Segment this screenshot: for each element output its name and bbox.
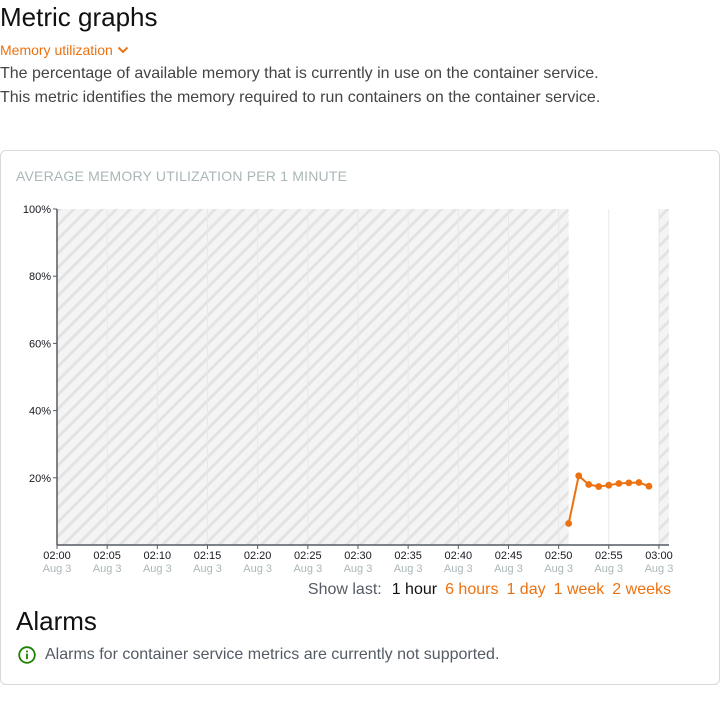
range-option-1-week[interactable]: 1 week [553, 581, 605, 598]
x-tick-date-label: Aug 3 [544, 563, 573, 575]
info-icon [18, 646, 36, 664]
alarms-message: Alarms for container service metrics are… [45, 646, 500, 663]
x-tick-date-label: Aug 3 [645, 563, 674, 575]
chart-title: AVERAGE MEMORY UTILIZATION PER 1 MINUTE [16, 168, 348, 184]
data-point [605, 481, 613, 489]
range-option-6-hours[interactable]: 6 hours [445, 581, 499, 598]
y-tick-label: 100% [23, 204, 51, 216]
no-data-region [658, 209, 669, 545]
x-tick-date-label: Aug 3 [344, 563, 373, 575]
x-tick-date-label: Aug 3 [43, 563, 72, 575]
data-point [625, 479, 633, 487]
x-tick-time-label: 02:00 [43, 550, 71, 562]
x-tick-date-label: Aug 3 [594, 563, 623, 575]
y-tick-label: 80% [29, 271, 51, 283]
x-tick-time-label: 02:25 [294, 550, 322, 562]
y-tick-label: 40% [29, 406, 51, 418]
data-point [575, 472, 583, 480]
x-tick-time-label: 02:40 [445, 550, 473, 562]
data-point [595, 483, 603, 490]
x-tick-date-label: Aug 3 [143, 563, 172, 575]
x-tick-date-label: Aug 3 [193, 563, 222, 575]
x-tick-time-label: 03:00 [645, 550, 673, 562]
data-point [565, 520, 573, 527]
time-range-selector: Show last: 1 hour 6 hours 1 day 1 week 2… [308, 581, 671, 599]
y-tick-label: 20% [29, 473, 51, 485]
metric-selector-dropdown[interactable]: Memory utilization [0, 42, 129, 58]
page-title: Metric graphs [0, 2, 158, 32]
range-option-1-day[interactable]: 1 day [506, 581, 546, 598]
x-tick-time-label: 02:20 [244, 550, 272, 562]
x-tick-date-label: Aug 3 [93, 563, 122, 575]
data-point [645, 482, 653, 490]
data-point [615, 480, 623, 487]
x-tick-time-label: 02:35 [394, 550, 422, 562]
x-tick-time-label: 02:30 [344, 550, 372, 562]
range-label: Show last: [307, 581, 382, 598]
metric-description: The percentage of available memory that … [0, 65, 601, 106]
range-option-2-weeks[interactable]: 2 weeks [612, 581, 671, 598]
metric-selector-label: Memory utilization [0, 42, 113, 58]
alarms-notice: Alarms for container service metrics are… [18, 646, 499, 664]
x-tick-time-label: 02:50 [545, 550, 573, 562]
x-tick-date-label: Aug 3 [243, 563, 272, 575]
x-tick-time-label: 02:55 [595, 550, 623, 562]
x-tick-date-label: Aug 3 [444, 563, 473, 575]
x-tick-date-label: Aug 3 [293, 563, 322, 575]
alarms-heading: Alarms [16, 606, 97, 636]
x-tick-time-label: 02:15 [194, 550, 222, 562]
chevron-down-icon [117, 45, 129, 55]
range-option-1-hour[interactable]: 1 hour [391, 581, 438, 598]
x-tick-time-label: 02:05 [93, 550, 121, 562]
x-tick-time-label: 02:45 [495, 550, 523, 562]
no-data-region [57, 209, 569, 545]
data-point [635, 479, 643, 486]
x-tick-time-label: 02:10 [144, 550, 172, 562]
data-point [585, 481, 593, 488]
x-tick-date-label: Aug 3 [394, 563, 423, 575]
x-tick-date-label: Aug 3 [494, 563, 523, 575]
y-tick-label: 60% [29, 338, 51, 350]
